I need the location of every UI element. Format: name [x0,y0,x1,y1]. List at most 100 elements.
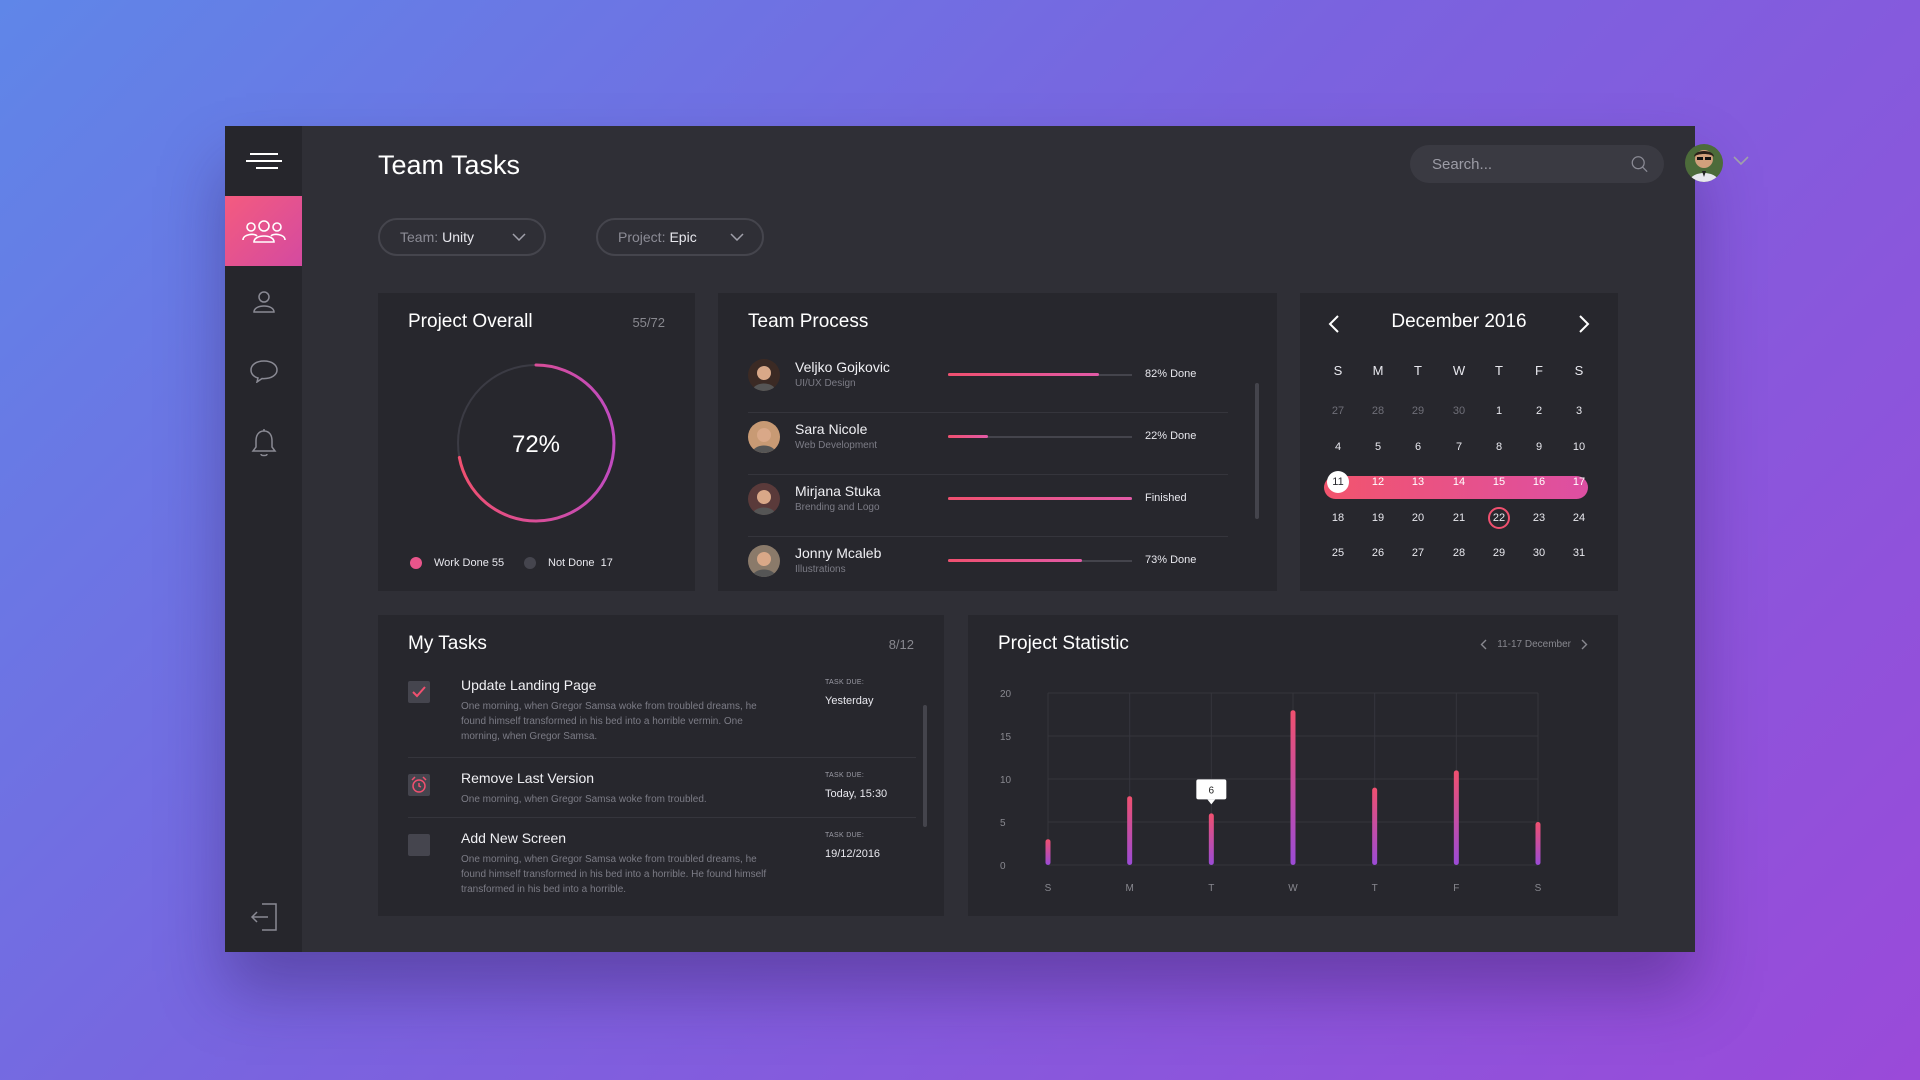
task-item[interactable]: Add New Screen One morning, when Gregor S… [408,830,916,910]
search-input[interactable] [1432,155,1631,173]
chevron-left-icon[interactable] [1480,639,1487,650]
chevron-right-icon[interactable] [1581,639,1588,650]
member-avatar [748,545,780,577]
logout-button[interactable] [225,882,302,952]
task-checkbox[interactable] [408,834,430,856]
menu-button[interactable] [225,126,302,196]
calendar-day[interactable]: 21 [1452,511,1466,524]
chart-bar[interactable] [1535,822,1541,865]
task-title: Update Landing Page [461,677,597,693]
member-name: Veljko Gojkovic [795,359,890,375]
team-process-scrollbar[interactable] [1255,383,1259,519]
my-tasks-card: My Tasks 8/12 Update Landing Page One mor… [378,615,944,916]
calendar-day[interactable]: 30 [1532,547,1546,559]
calendar-day[interactable]: 12 [1371,476,1385,488]
chevron-left-icon[interactable] [1328,315,1340,333]
chart-bar[interactable] [1045,839,1051,865]
x-tick-label: F [1453,883,1459,894]
sidebar [225,126,302,952]
member-progress-track [948,373,1132,376]
chart-bar[interactable] [1372,787,1378,865]
sidebar-item-messages[interactable] [225,336,302,406]
task-due-label: TASK DUE: [825,772,865,779]
sidebar-item-team[interactable] [225,196,302,266]
team-member-row[interactable]: Mirjana Stuka Brending and Logo Finished [748,475,1248,537]
legend-label: Not Done [548,557,595,569]
calendar-day[interactable]: 29 [1411,405,1425,417]
calendar-day[interactable]: 17 [1572,476,1586,488]
task-due-label: TASK DUE: [825,832,865,839]
x-tick-label: S [1045,883,1052,894]
calendar-day[interactable]: 31 [1572,547,1586,559]
bar-tooltip: 6 [1196,779,1227,805]
chevron-right-icon[interactable] [1578,315,1590,333]
chart-bar[interactable] [1453,770,1459,865]
user-icon [252,291,275,313]
calendar-day[interactable]: 22 [1488,506,1510,529]
team-member-row[interactable]: Veljko Gojkovic UI/UX Design 82% Done [748,351,1248,413]
calendar-day[interactable]: 23 [1532,511,1546,524]
task-checkbox[interactable] [408,681,430,703]
calendar-day[interactable]: 18 [1331,511,1345,524]
calendar-day[interactable]: 25 [1331,547,1345,559]
sidebar-item-notifications[interactable] [225,408,302,478]
calendar-weekday: T [1414,363,1422,378]
calendar-day[interactable]: 20 [1411,511,1425,524]
y-tick-label: 20 [1000,689,1012,700]
calendar-day[interactable]: 29 [1492,547,1506,559]
task-due-value: Yesterday [825,695,874,707]
task-checkbox[interactable] [408,774,430,796]
team-member-row[interactable]: Sara Nicole Web Development 22% Done [748,413,1248,475]
calendar-day[interactable]: 27 [1411,547,1425,559]
calendar-selected-week [1324,476,1588,499]
legend-value: 17 [600,557,613,569]
calendar-day[interactable]: 28 [1452,547,1466,559]
chevron-down-icon[interactable] [1733,156,1749,166]
chevron-down-icon [512,233,526,241]
calendar-day[interactable]: 5 [1374,440,1382,453]
x-tick-label: T [1208,883,1214,894]
calendar-day[interactable]: 10 [1572,440,1586,453]
calendar-day[interactable]: 4 [1334,440,1342,453]
calendar-weekday: S [1574,363,1584,378]
calendar-day[interactable]: 7 [1455,440,1463,453]
calendar-day[interactable]: 6 [1414,440,1422,453]
calendar-day[interactable]: 19 [1371,511,1385,524]
search-box[interactable] [1410,145,1664,183]
date-range-label: 11-17 December [1497,639,1571,650]
search-icon[interactable] [1631,154,1648,174]
task-item[interactable]: Remove Last Version One morning, when Gre… [408,770,916,850]
calendar-day[interactable]: 1 [1495,405,1503,417]
calendar-day[interactable]: 8 [1495,440,1503,453]
my-tasks-scrollbar[interactable] [923,705,927,827]
calendar-day[interactable]: 30 [1452,405,1466,417]
calendar-day[interactable]: 28 [1371,405,1385,417]
calendar-day[interactable]: 15 [1492,476,1506,488]
calendar-day[interactable]: 27 [1331,405,1345,417]
calendar-day[interactable]: 2 [1535,405,1543,417]
legend-value: 55 [491,557,505,569]
calendar-day[interactable]: 11 [1327,471,1349,493]
calendar-day[interactable]: 13 [1411,476,1425,488]
user-avatar[interactable] [1685,144,1723,182]
calendar-day[interactable]: 26 [1371,547,1385,559]
team-member-row[interactable]: Jonny Mcaleb Illustrations 73% Done [748,537,1248,599]
row-divider [748,412,1228,413]
calendar-day[interactable]: 16 [1532,476,1546,488]
calendar-day[interactable]: 3 [1575,405,1583,417]
member-avatar-image [748,421,780,453]
project-filter-select[interactable]: Project: Epic [596,218,764,256]
calendar-day[interactable]: 14 [1452,476,1466,488]
checkmark-icon [412,686,426,698]
tooltip-value: 6 [1209,785,1215,796]
member-avatar [748,359,780,391]
calendar-day[interactable]: 24 [1572,511,1586,524]
calendar-day[interactable]: 9 [1535,440,1543,453]
chart-bar[interactable] [1208,813,1214,865]
team-filter-select[interactable]: Team: Unity [378,218,546,256]
chart-bar[interactable] [1290,710,1296,865]
sidebar-item-profile[interactable] [225,266,302,336]
statistic-bar-chart: 20 15 10 5 0 S M T W T F S 6 [1000,689,1542,894]
task-item[interactable]: Update Landing Page One morning, when Gre… [408,677,916,758]
chart-bar[interactable] [1127,796,1133,865]
